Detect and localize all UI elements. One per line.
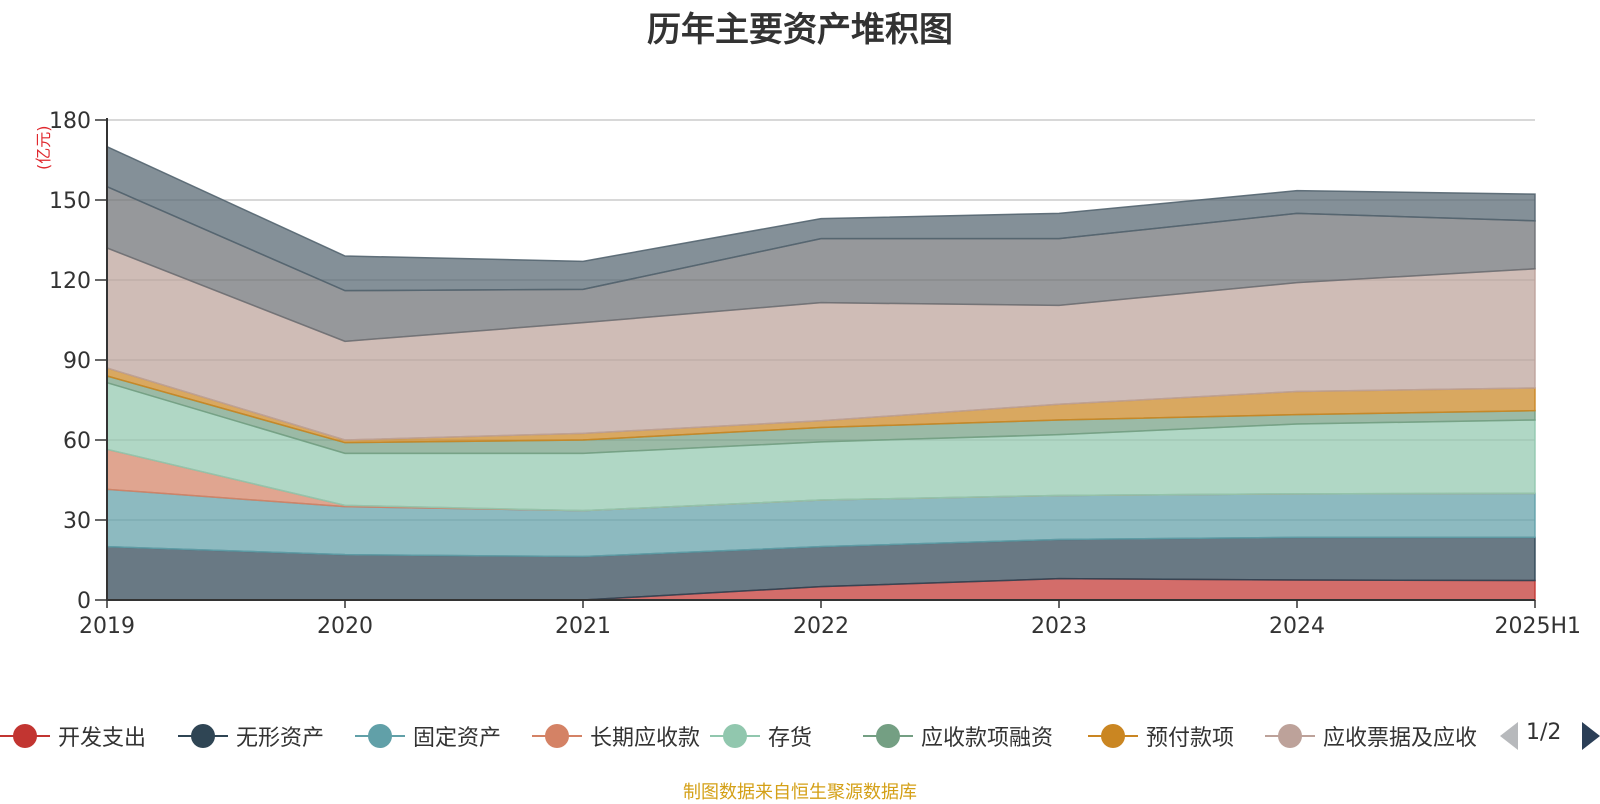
legend-item[interactable]: 预付款项 bbox=[1088, 720, 1234, 752]
y-tick-label: 60 bbox=[63, 429, 91, 454]
y-tick-label: 180 bbox=[49, 109, 91, 134]
legend-label: 开发支出 bbox=[58, 726, 147, 751]
legend-item[interactable]: 应收票据及应收 bbox=[1265, 720, 1477, 752]
legend: 开发支出 无形资产 固定资产 长期应收款 存货 应收款项融资 预付款项 应收票据及应收 bbox=[0, 720, 1600, 752]
y-tick-label: 0 bbox=[77, 589, 91, 614]
legend-label: 存货 bbox=[768, 726, 813, 751]
legend-marker-icon bbox=[710, 720, 760, 752]
legend-prev-page-icon[interactable] bbox=[1500, 722, 1518, 750]
legend-marker-icon bbox=[355, 720, 405, 752]
x-tick-label: 2025H1 bbox=[1494, 614, 1581, 639]
x-tick-label: 2023 bbox=[1031, 614, 1087, 639]
legend-page-indicator: 1/2 bbox=[1526, 720, 1562, 745]
legend-label: 无形资产 bbox=[236, 726, 325, 751]
legend-marker-icon bbox=[532, 720, 582, 752]
y-tick-label: 30 bbox=[63, 509, 91, 534]
legend-marker-icon bbox=[178, 720, 228, 752]
legend-item[interactable]: 长期应收款 bbox=[532, 720, 700, 752]
y-tick-label: 120 bbox=[49, 269, 91, 294]
legend-item[interactable]: 无形资产 bbox=[178, 720, 324, 752]
x-tick-label: 2022 bbox=[793, 614, 849, 639]
y-axis-unit: (亿元) bbox=[30, 118, 62, 174]
legend-label: 应收款项融资 bbox=[921, 726, 1054, 751]
legend-marker-icon bbox=[1265, 720, 1315, 752]
legend-item[interactable]: 开发支出 bbox=[0, 720, 146, 752]
x-tick-label: 2021 bbox=[555, 614, 611, 639]
x-tick-label: 2020 bbox=[317, 614, 373, 639]
legend-marker-icon bbox=[0, 720, 50, 752]
x-tick-label: 2019 bbox=[79, 614, 135, 639]
y-axis-unit-text: (亿元) bbox=[34, 125, 53, 171]
legend-item[interactable]: 应收款项融资 bbox=[863, 720, 1053, 752]
legend-marker-icon bbox=[1088, 720, 1138, 752]
series-area-9[interactable] bbox=[106, 145, 1536, 292]
legend-next-page-icon[interactable] bbox=[1582, 722, 1600, 750]
legend-label: 长期应收款 bbox=[590, 726, 701, 751]
y-tick-label: 90 bbox=[63, 349, 91, 374]
y-tick-label: 150 bbox=[49, 189, 91, 214]
legend-label: 应收票据及应收 bbox=[1323, 726, 1478, 751]
data-source-note: 制图数据来自恒生聚源数据库 bbox=[683, 782, 917, 803]
legend-item[interactable]: 固定资产 bbox=[355, 720, 501, 752]
chart-title: 历年主要资产堆积图 bbox=[647, 10, 953, 50]
legend-item[interactable]: 存货 bbox=[710, 720, 812, 752]
legend-label: 预付款项 bbox=[1146, 726, 1235, 751]
legend-marker-icon bbox=[863, 720, 913, 752]
legend-label: 固定资产 bbox=[413, 726, 502, 751]
x-tick-label: 2024 bbox=[1269, 614, 1325, 639]
